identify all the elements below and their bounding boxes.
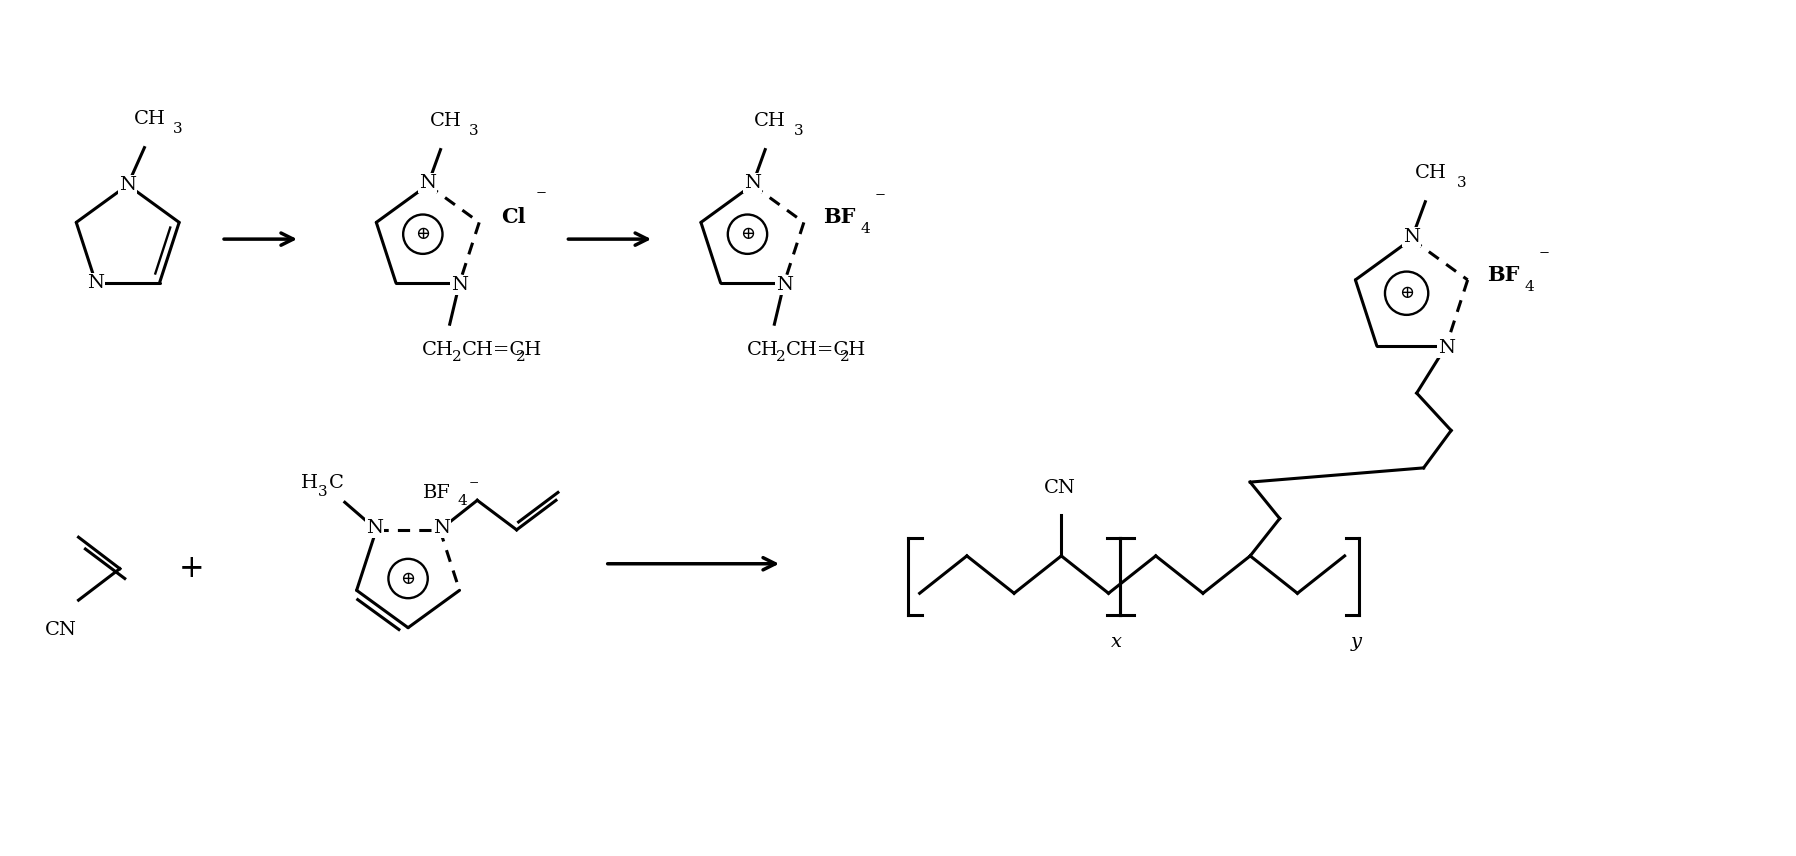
Text: ⊕: ⊕ xyxy=(1399,284,1413,302)
Text: 2: 2 xyxy=(515,349,526,364)
Text: 4: 4 xyxy=(1525,280,1534,294)
Text: 2: 2 xyxy=(776,349,787,364)
Text: ⁻: ⁻ xyxy=(875,190,885,209)
Text: N: N xyxy=(433,519,451,537)
Text: 3: 3 xyxy=(1457,176,1466,190)
Text: BF: BF xyxy=(422,484,451,502)
Text: +: + xyxy=(180,553,205,584)
Text: N: N xyxy=(366,519,383,537)
Text: CH=CH: CH=CH xyxy=(462,341,542,359)
Text: C: C xyxy=(329,473,343,491)
Text: N: N xyxy=(776,276,792,294)
Text: N: N xyxy=(1439,339,1455,357)
Text: N: N xyxy=(418,174,436,192)
Text: 3: 3 xyxy=(469,124,480,138)
Text: ⊕: ⊕ xyxy=(415,225,431,243)
Text: 2: 2 xyxy=(451,349,462,364)
Text: Cl: Cl xyxy=(501,207,526,228)
Text: CH: CH xyxy=(429,112,462,130)
Text: x: x xyxy=(1112,633,1122,651)
Text: 3: 3 xyxy=(172,122,183,136)
Text: ⊕: ⊕ xyxy=(740,225,754,243)
Text: CN: CN xyxy=(1043,479,1076,496)
Text: 2: 2 xyxy=(841,349,850,364)
Text: CH: CH xyxy=(422,341,454,359)
Text: N: N xyxy=(1403,229,1421,247)
Text: 3: 3 xyxy=(794,124,803,138)
Text: CH: CH xyxy=(747,341,779,359)
Text: ⁻: ⁻ xyxy=(535,188,546,207)
Text: CH: CH xyxy=(1415,164,1448,182)
Text: ⊕: ⊕ xyxy=(401,569,415,587)
Text: ⁻: ⁻ xyxy=(469,478,480,496)
Text: BF: BF xyxy=(1487,265,1519,285)
Text: y: y xyxy=(1351,633,1361,651)
Text: BF: BF xyxy=(824,207,857,228)
Text: N: N xyxy=(451,276,469,294)
Text: N: N xyxy=(119,176,136,194)
Text: 4: 4 xyxy=(458,494,467,508)
Text: 3: 3 xyxy=(318,485,329,499)
Text: CH=CH: CH=CH xyxy=(787,341,866,359)
Text: H: H xyxy=(300,473,318,491)
Text: CH: CH xyxy=(754,112,787,130)
Text: N: N xyxy=(88,274,104,292)
Text: N: N xyxy=(744,174,762,192)
Text: ⁻: ⁻ xyxy=(1539,247,1550,267)
Text: CN: CN xyxy=(45,621,77,639)
Text: 4: 4 xyxy=(860,223,871,236)
Text: CH: CH xyxy=(133,110,165,128)
